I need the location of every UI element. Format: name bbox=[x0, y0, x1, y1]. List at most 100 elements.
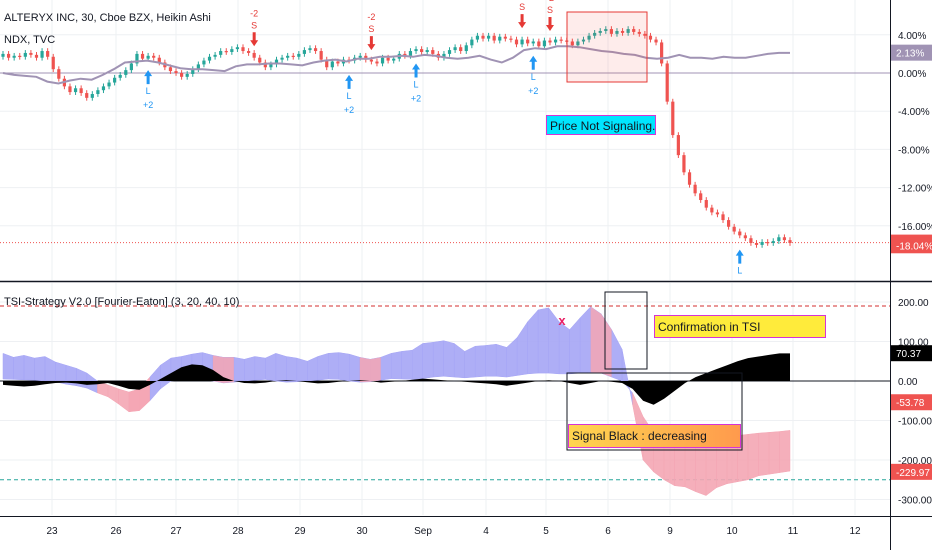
tsi-area-segment bbox=[432, 340, 444, 378]
candle-body bbox=[648, 35, 653, 40]
candle-body bbox=[297, 53, 301, 57]
sell-signal-arrow bbox=[545, 16, 554, 31]
candle-body bbox=[637, 31, 641, 34]
candle-body bbox=[643, 33, 647, 36]
candle-body bbox=[174, 71, 178, 73]
candle-body bbox=[219, 51, 223, 55]
candle-body bbox=[246, 51, 251, 53]
tsi-area-segment bbox=[695, 440, 707, 496]
highlight-box bbox=[566, 11, 648, 83]
price-badge: 2.13% bbox=[896, 49, 924, 60]
candle-body bbox=[771, 241, 775, 243]
candle-body bbox=[408, 51, 413, 56]
candle-body bbox=[660, 42, 664, 64]
candle-body bbox=[526, 39, 530, 44]
time-axis-tick: 30 bbox=[356, 526, 368, 537]
buy-signal-letter: L bbox=[347, 91, 352, 101]
candle-body bbox=[235, 47, 240, 50]
candle-body bbox=[185, 73, 189, 77]
annotations bbox=[566, 291, 743, 451]
candle-body bbox=[252, 52, 256, 58]
candle-body bbox=[213, 54, 217, 57]
candle-body bbox=[269, 64, 273, 68]
candle-body bbox=[710, 207, 714, 213]
candle-body bbox=[85, 93, 89, 98]
candle-body bbox=[18, 55, 22, 58]
tsi-axis-tick: 200.00 bbox=[898, 298, 929, 309]
candle-body bbox=[498, 36, 502, 41]
buy-signal-letter: L bbox=[146, 86, 151, 96]
tsi-area-segment bbox=[34, 356, 46, 382]
candle-body bbox=[559, 39, 563, 41]
time-axis-tick: 6 bbox=[605, 526, 611, 537]
tsi-area-segment bbox=[275, 353, 287, 383]
candle-body bbox=[782, 237, 787, 241]
candle-body bbox=[336, 61, 340, 64]
candle-body bbox=[520, 39, 524, 45]
signal-decrease-box bbox=[566, 372, 743, 451]
time-axis-tick: Sep bbox=[414, 526, 432, 537]
price-axis-tick: 4.00% bbox=[898, 31, 926, 42]
tsi-axis-tick: -100.00 bbox=[898, 417, 932, 428]
candle-body bbox=[431, 50, 435, 54]
compare-symbol-label: NDX, TVC bbox=[4, 34, 56, 46]
candle-body bbox=[766, 242, 770, 244]
tsi-area-segment bbox=[2, 352, 14, 380]
tsi-area-segment bbox=[380, 352, 392, 381]
candle-body bbox=[492, 35, 496, 41]
candle-body bbox=[777, 237, 781, 242]
price-axis-tick: -16.00% bbox=[898, 222, 932, 233]
sell-signal-arrow bbox=[250, 32, 259, 47]
tsi-area-segment bbox=[590, 306, 612, 378]
candle-body bbox=[207, 56, 212, 61]
tsi-area-segment bbox=[474, 345, 486, 378]
candle-body bbox=[576, 41, 580, 46]
tsi-pane[interactable]: x bbox=[0, 305, 890, 497]
sell-signal-arrow bbox=[518, 14, 527, 29]
candle-body bbox=[152, 55, 156, 58]
candle-body bbox=[263, 62, 267, 68]
sell-signal-letter: S bbox=[547, 5, 553, 15]
candle-body bbox=[704, 200, 708, 208]
buy-signal-letter: L bbox=[531, 72, 536, 82]
price-badge-bg bbox=[891, 44, 932, 61]
tsi-area-segment bbox=[443, 340, 455, 378]
candle-body bbox=[375, 61, 379, 64]
time-axis-tick: 11 bbox=[788, 526, 799, 537]
candle-body bbox=[581, 39, 586, 42]
sell-signal-letter: S bbox=[519, 2, 525, 12]
tsi-area-segment bbox=[296, 357, 308, 383]
candle-body bbox=[291, 55, 295, 58]
candle-body bbox=[615, 30, 619, 34]
candle-body bbox=[68, 86, 72, 93]
candle-body bbox=[687, 172, 692, 185]
candle-body bbox=[319, 51, 323, 60]
candle-body bbox=[671, 101, 675, 136]
candle-body bbox=[46, 51, 50, 57]
candle-body bbox=[420, 49, 424, 52]
candle-body bbox=[107, 82, 111, 87]
confirmation-tsi-note: Confirmation in TSI bbox=[654, 315, 826, 338]
buy-signal-arrow bbox=[735, 249, 744, 264]
tsi-area-segment bbox=[359, 357, 381, 383]
time-axis-tick: 4 bbox=[483, 526, 489, 537]
candle-body bbox=[620, 30, 625, 33]
candle-body bbox=[325, 59, 329, 68]
tsi-area-segment bbox=[265, 352, 277, 382]
price-axis-tick: -4.00% bbox=[898, 107, 930, 118]
tsi-axis-tick: 100.00 bbox=[898, 338, 929, 349]
candle-body bbox=[459, 47, 463, 52]
tsi-area-segment bbox=[391, 351, 402, 380]
candle-body bbox=[386, 57, 390, 61]
price-pane[interactable]: L +2 S -2 L +2 S -2 L +2 S L +2 S -2 L bbox=[0, 0, 890, 276]
candle-body bbox=[654, 39, 658, 43]
candle-body bbox=[274, 59, 279, 65]
candle-body bbox=[40, 51, 44, 58]
candle-body bbox=[537, 41, 541, 47]
buy-signal-arrow bbox=[345, 74, 354, 89]
tsi-area-segment bbox=[579, 306, 591, 374]
price-axis-tick: -8.00% bbox=[898, 145, 930, 156]
candle-body bbox=[570, 41, 574, 46]
candle-body bbox=[129, 63, 133, 71]
